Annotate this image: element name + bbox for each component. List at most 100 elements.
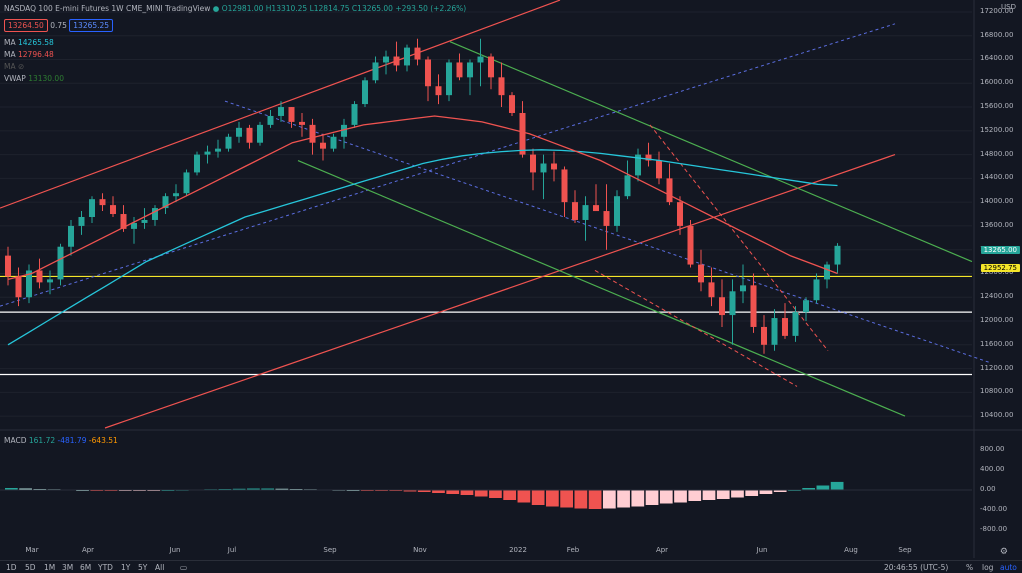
tf-1m[interactable]: 1M [44,563,56,572]
candle-body [572,202,578,220]
tf-6m[interactable]: 6M [80,563,92,572]
macd-bar [645,490,659,505]
macd-bar [745,490,759,496]
candle-body [719,297,725,316]
log-toggle[interactable]: log [982,563,994,572]
channel-mid-dashed [0,23,896,307]
red-dashed-lower [594,270,798,387]
candle-body [404,47,410,66]
symbol-title[interactable]: NASDAQ 100 E-mini Futures [4,4,109,13]
candle-body [582,205,589,220]
candle-body [624,175,631,197]
date-range-icon[interactable]: ▭ [180,563,188,572]
candle-body [435,86,442,96]
candle-body [299,121,305,125]
macd-bar [403,490,417,492]
candle-body [740,285,746,292]
macd-bar [759,490,773,494]
macd-bar [531,490,545,505]
tf-1d[interactable]: 1D [6,563,17,572]
macd-bar [503,490,517,500]
candle-body [183,172,190,194]
candle-body [614,196,620,226]
percent-toggle[interactable]: % [966,563,974,572]
price-tick-label: 16800.00 [980,30,1014,39]
candle-body [824,264,830,280]
candle-body [708,282,715,298]
auto-toggle[interactable]: auto [1000,563,1017,572]
candle-body [656,160,662,179]
downtrend-green-lower [297,159,906,417]
candle-body [456,62,463,78]
macd-bar [261,488,275,490]
candle-body [120,214,127,229]
indicator-ma-3[interactable]: MA ⊘ [4,62,25,71]
downtrend-green-upper [449,41,973,263]
candle-body [593,205,599,212]
settings-gear-icon[interactable]: ⚙ [999,547,1008,557]
macd-bar [574,490,588,509]
macd-bar [731,490,744,498]
price-tick-label: 12800.00 [980,268,1014,277]
eye-off-icon: ⊘ [18,62,25,71]
candle-body [414,47,421,60]
time-tick-label: Jun [756,546,768,554]
tf-3m[interactable]: 3M [62,563,74,572]
indicator-vwap[interactable]: VWAP 13130.00 [4,74,64,83]
interval-label[interactable]: 1W [111,4,124,13]
macd-legend[interactable]: MACD 161.72 -481.79 -643.51 [4,436,118,445]
candle-body [89,199,95,217]
candle-body [320,142,326,149]
candle-body [246,127,253,143]
macd-bar [417,490,431,492]
tf-1y[interactable]: 1Y [121,563,131,572]
candle-body [236,127,242,137]
candle-body [372,62,379,81]
candle-body [225,136,232,149]
currency-label[interactable]: USD [1001,3,1016,11]
price-axis[interactable]: 17200.00 16800.00 16400.00 16000.00 15600.00… [974,0,1022,430]
candle-body [834,245,841,265]
time-tick-label: Apr [81,546,95,554]
indicator-ma-1[interactable]: MA 14265.58 [4,38,54,47]
time-tick-label: Aug [844,546,858,554]
macd-bar [232,488,246,490]
tf-ytd[interactable]: YTD [98,563,113,572]
time-tick-label: Jun [169,546,181,554]
candle-body [509,95,515,113]
price-tick-label: 10800.00 [980,387,1014,396]
status-dot-icon: ● [212,4,220,13]
macd-bar [617,490,630,508]
macd-bar [474,490,488,497]
candle-body [5,255,11,277]
price-tick-label: 11600.00 [980,339,1014,348]
price-tick-label: 14000.00 [980,197,1014,206]
spread-value: 0.75 [50,21,67,30]
candle-body [36,270,43,283]
price-tick-label: 15600.00 [980,102,1014,111]
ask-button[interactable]: 13265.25 [69,19,114,32]
macd-axis[interactable]: 800.00 400.00 0.00 -400.00 -800.00 [974,430,1022,540]
candle-body [645,154,652,161]
time-axis[interactable]: Mar Apr Jun Jul Sep Nov 2022 Feb Apr Jun Aug Sep [0,546,974,560]
candle-body [278,107,284,116]
candle-body [288,107,295,122]
tf-5y[interactable]: 5Y [138,563,148,572]
candle-body [152,208,158,220]
tf-5d[interactable]: 5D [25,563,36,572]
candle-body [68,225,74,247]
bid-button[interactable]: 13264.50 [4,19,48,32]
candle-body [204,151,211,155]
macd-bar [5,488,18,490]
candle-body [467,62,473,78]
time-tick-label: Sep [323,546,337,554]
tf-all[interactable]: All [155,563,165,572]
candle-body [15,276,22,298]
clock-label[interactable]: 20:46:55 (UTC-5) [884,563,949,572]
macd-bar [560,490,573,508]
macd-bar [674,490,687,503]
macd-bar [247,488,260,490]
indicator-ma-2[interactable]: MA 12796.48 [4,50,54,59]
candle-body [687,225,694,265]
